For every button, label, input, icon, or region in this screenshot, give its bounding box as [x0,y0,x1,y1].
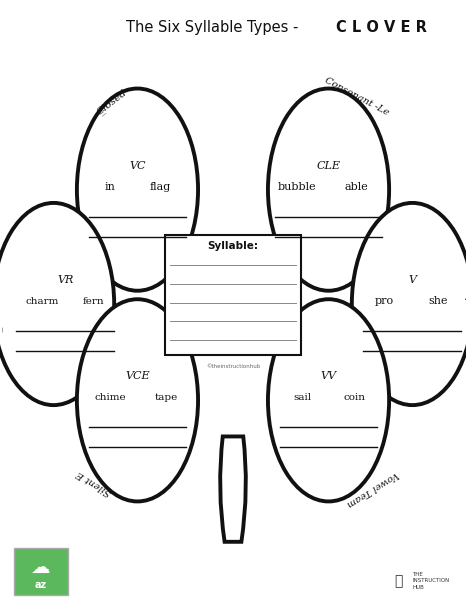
Text: Syllable:: Syllable: [207,241,259,250]
Text: in: in [105,182,116,191]
Ellipse shape [191,224,275,366]
Text: Vowel Team: Vowel Team [345,469,399,508]
Text: THE
INSTRUCTION
HUB: THE INSTRUCTION HUB [412,572,450,590]
Text: The Six Syllable Types -: The Six Syllable Types - [126,20,303,34]
Text: VV: VV [321,371,336,381]
Text: VR: VR [57,275,74,285]
Text: Consonant -Le: Consonant -Le [323,75,390,117]
Bar [165,235,301,355]
Ellipse shape [77,88,198,291]
Text: ©theinstructionhub: ©theinstructionhub [206,364,260,368]
Ellipse shape [268,299,389,501]
Text: able: able [345,182,368,191]
Text: sail: sail [294,393,312,402]
Text: VC: VC [129,161,146,170]
Text: she: she [428,296,448,306]
Text: pro: pro [375,296,394,306]
Ellipse shape [0,203,114,405]
Text: bubble: bubble [278,182,316,191]
PathPatch shape [220,436,246,542]
Text: fern: fern [82,297,104,305]
Text: az: az [34,580,47,590]
Text: R̲Controlled: R̲Controlled [0,274,3,334]
Text: flag: flag [149,182,171,191]
Text: CLE: CLE [316,161,341,170]
Ellipse shape [77,299,198,501]
Ellipse shape [352,203,466,405]
Text: Open: Open [463,289,466,319]
FancyBboxPatch shape [14,548,68,595]
Text: Silent E: Silent E [75,469,113,497]
Text: V: V [408,275,417,285]
Text: 🎙: 🎙 [394,574,403,588]
Text: tape: tape [155,393,178,402]
Text: VCE: VCE [125,371,150,381]
Text: charm: charm [25,297,59,305]
Text: coin: coin [343,393,365,402]
Text: C̲losed: C̲losed [95,87,129,117]
Text: C L O V E R: C L O V E R [336,20,426,34]
Text: chime: chime [95,393,126,402]
Text: ☁: ☁ [31,557,50,577]
Ellipse shape [268,88,389,291]
